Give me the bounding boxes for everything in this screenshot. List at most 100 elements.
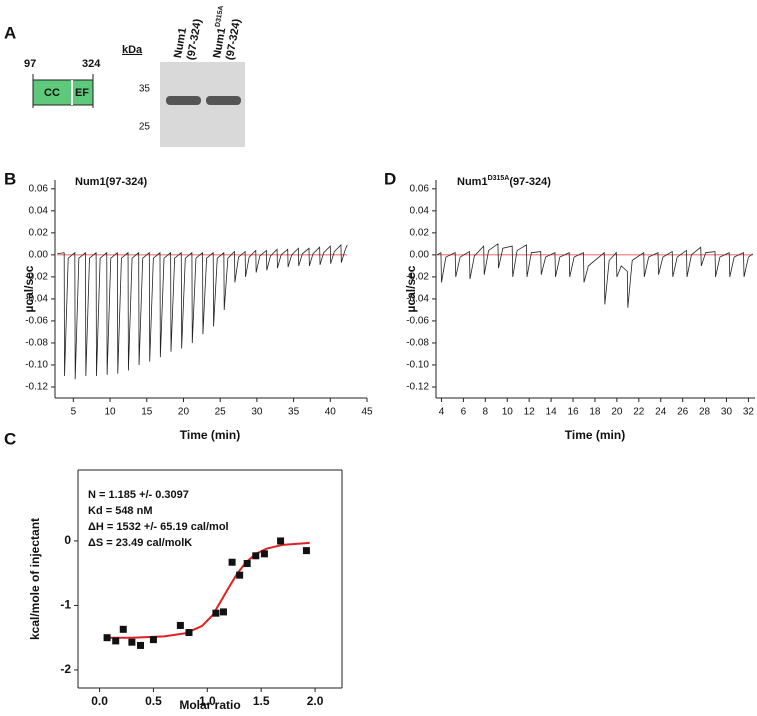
title-base: Num1 [457, 176, 488, 188]
chart: B Num1(97-324) 0.06 0.04 0.02 0.00 -0.02 -0.04 -… [4, 169, 373, 442]
y-tick-label: 0.06 [410, 183, 430, 194]
marker-label: 25 [139, 122, 151, 133]
x-tick-label: 6 [461, 407, 467, 418]
data-point [252, 552, 260, 560]
y-tick-label: -0.10 [25, 360, 48, 371]
y-tick-label: -0.04 [406, 294, 429, 305]
y-tick-label: -0.08 [406, 338, 429, 349]
x-tick-label: 28 [699, 407, 711, 418]
chart-title: Num1(97-324) [75, 176, 147, 188]
x-tick-label: 12 [524, 407, 536, 418]
panel-letter: D [384, 169, 396, 188]
x-tick-label: 26 [677, 407, 689, 418]
y-tick-label: -0.12 [406, 382, 429, 393]
y-tick-label: 0.02 [410, 227, 430, 238]
series-line [436, 243, 754, 308]
band [206, 96, 241, 105]
panel-letter: C [4, 429, 16, 448]
data-point [136, 641, 144, 649]
lane-name: Num1 [211, 27, 228, 59]
x-tick-label: 15 [141, 407, 153, 418]
annotation: Kd = 548 nM [88, 505, 153, 517]
lane-label: (97-324) [224, 18, 243, 61]
x-tick-label: 2.0 [307, 694, 324, 708]
annotation: ΔH = 1532 +/- 65.19 cal/mol [88, 521, 229, 533]
x-tick-label: 32 [743, 407, 755, 418]
domain-start: 97 [24, 58, 36, 70]
domain-label: CC [44, 87, 60, 99]
data-point [228, 558, 236, 566]
x-tick-label: 35 [288, 407, 300, 418]
x-tick-label: 8 [483, 407, 489, 418]
y-tick-label: -0.08 [25, 338, 48, 349]
y-tick-label: 0 [64, 533, 71, 547]
y-tick-label: -0.06 [406, 316, 429, 327]
annotation: ΔS = 23.49 cal/molK [88, 537, 192, 549]
y-tick-label: 0.02 [29, 227, 49, 238]
chart: C -2 -1 0 0.0 0.5 1.0 1.5 2.0 Molar ratio kcal/mol… [4, 429, 343, 712]
x-tick-label: 25 [215, 407, 227, 418]
x-tick-label: 10 [502, 407, 514, 418]
chart: D Num1D315A(97-324) 0.06 0.04 0.02 0.00 -0.02 -… [384, 169, 755, 442]
gel-unit: kDa [122, 44, 143, 56]
y-tick-label: -0.04 [25, 294, 48, 305]
data-point [128, 638, 136, 646]
series-line [104, 541, 310, 639]
panel-letter: A [4, 23, 16, 42]
x-tick-label: 0.5 [145, 694, 162, 708]
data-point [176, 621, 184, 629]
x-tick-label: 20 [611, 407, 623, 418]
data-point [243, 560, 251, 568]
data-point [112, 637, 120, 645]
x-tick-label: 40 [325, 407, 337, 418]
annotation: N = 1.185 +/- 0.3097 [88, 489, 189, 501]
data-point [119, 625, 127, 633]
x-tick-label: 10 [104, 407, 116, 418]
y-axis-label: kcal/mole of injectant [28, 518, 42, 640]
y-tick-label: 0.04 [410, 205, 430, 216]
y-axis-label: µcal/sec [404, 265, 418, 312]
x-axis-label: Molar ratio [179, 698, 240, 712]
title-suffix: (97-324) [509, 176, 551, 188]
data-point [103, 634, 111, 642]
data-point [149, 636, 157, 644]
x-tick-label: 14 [546, 407, 558, 418]
x-tick-label: 24 [655, 407, 667, 418]
y-tick-label: -2 [60, 662, 71, 676]
y-tick-label: -0.06 [25, 316, 48, 327]
data-point [260, 550, 268, 558]
lane-superscript: D315A [214, 5, 225, 28]
y-tick-label: 0.06 [29, 183, 49, 194]
data-point [302, 547, 310, 555]
y-tick-label: -1 [60, 598, 71, 612]
title-superscript: D315A [488, 175, 510, 182]
x-tick-label: 30 [251, 407, 263, 418]
data-point [236, 571, 244, 579]
data-point [212, 609, 220, 617]
y-tick-label: 0.00 [410, 250, 430, 261]
x-tick-label: 18 [589, 407, 601, 418]
y-axis-label: µcal/sec [22, 265, 36, 312]
x-axis-label: Time (min) [180, 428, 240, 442]
x-axis-label: Time (min) [565, 428, 625, 442]
x-tick-label: 30 [721, 407, 733, 418]
lane-label: Num1D315A [209, 5, 232, 59]
x-tick-label: 0.0 [91, 694, 108, 708]
chart-title: Num1D315A(97-324) [457, 175, 551, 188]
y-tick-label: 0.04 [29, 205, 49, 216]
lane-label: (97-324) [185, 18, 204, 61]
x-tick-label: 1.5 [253, 694, 270, 708]
y-tick-label: -0.12 [25, 382, 48, 393]
band [166, 96, 201, 105]
data-point [277, 537, 285, 545]
y-tick-label: 0.00 [29, 250, 49, 261]
marker-label: 35 [139, 84, 151, 95]
x-tick-label: 45 [361, 407, 373, 418]
x-tick-label: 22 [633, 407, 645, 418]
x-tick-label: 16 [567, 407, 579, 418]
x-tick-label: 4 [439, 407, 445, 418]
data-point [219, 608, 227, 616]
series-line [57, 244, 348, 380]
panel-letter: B [4, 169, 16, 188]
